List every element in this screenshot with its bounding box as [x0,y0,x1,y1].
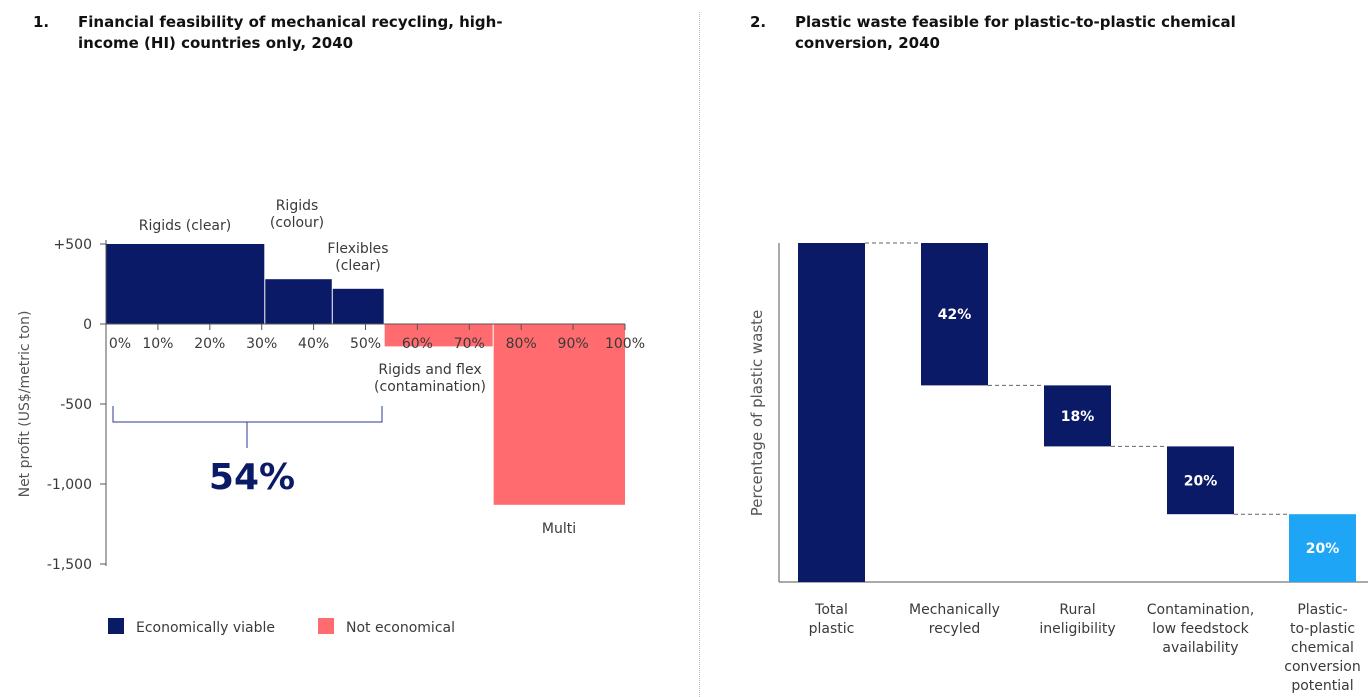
profit-bar-chart: +500 0 -500 -1,000 -1,500 0% 10% 20% 30% 40% 50% 60… [17,198,645,636]
bar-0 [106,244,265,324]
waterfall-category-label: Plastic-to-plastic chemical conversion pote… [1284,602,1360,694]
right-heading-text: Plastic waste feasible for plastic-to-pl… [795,13,1236,52]
waterfall-bar-2 [1044,385,1111,447]
legend-label: Economically viable [136,620,275,636]
x-tick-label: 100% [605,336,645,352]
y-tick-label: +500 [54,237,92,253]
waterfall-value-label: 42% [938,307,972,323]
waterfall-bar-3 [1167,446,1234,515]
legend-label: Not economical [346,620,455,636]
bar-1 [265,279,332,324]
waterfall-y-title: Percentage of plastic waste [748,310,766,517]
x-tick-label: 60% [402,336,433,352]
bar-2 [332,288,384,324]
left-heading-text: Financial feasibility of mechanical recy… [78,13,503,52]
waterfall-value-label: 20% [1184,473,1218,489]
bar-label-multi: Multi [542,521,576,537]
x-tick-label: 10% [142,336,173,352]
bar-label-rigids-colour: Rigids (colour) [270,198,324,231]
waterfall-category-label: Mechanically recyled [909,602,1000,637]
right-heading-number: 2. [750,13,767,31]
x-tick-label: 80% [506,336,537,352]
y-axis-title: Net profit (US$/metric ton) [17,311,33,498]
x-tick-label: 40% [298,336,329,352]
waterfall-bar-0 [798,243,865,582]
legend-swatch [318,618,334,634]
x-tick-label: 0% [109,336,131,352]
x-tick-label: 50% [350,336,381,352]
waterfall-category-label: Total plastic [809,602,855,637]
x-tick-label: 70% [454,336,485,352]
y-tick-label: -1,000 [47,477,92,493]
waterfall-bar-4 [1289,514,1356,582]
bar-3 [384,324,493,347]
bar-label-contamination: Rigids and flex (contamination) [374,362,486,395]
bar-label-rigids-clear: Rigids (clear) [139,218,231,234]
y-tick-label: -500 [60,397,92,413]
share-annotation: 54% [209,457,295,498]
left-heading-number: 1. [33,13,50,31]
y-tick-label: 0 [83,317,92,333]
waterfall-value-label: 20% [1306,541,1340,557]
x-tick-label: 30% [246,336,277,352]
y-tick-label: -1,500 [47,557,92,573]
x-tick-label: 90% [558,336,589,352]
waterfall-bar-1 [921,243,988,386]
legend-swatch [108,618,124,634]
waterfall-category-label: Rural ineligibility [1039,602,1115,637]
waterfall-category-label: Contamination, low feedstock availability [1147,602,1255,656]
x-tick-label: 20% [194,336,225,352]
bar-label-flexibles-clear: Flexibles (clear) [327,241,388,274]
waterfall-value-label: 18% [1061,409,1095,425]
panel-divider [699,12,700,697]
bar-4 [493,324,625,505]
